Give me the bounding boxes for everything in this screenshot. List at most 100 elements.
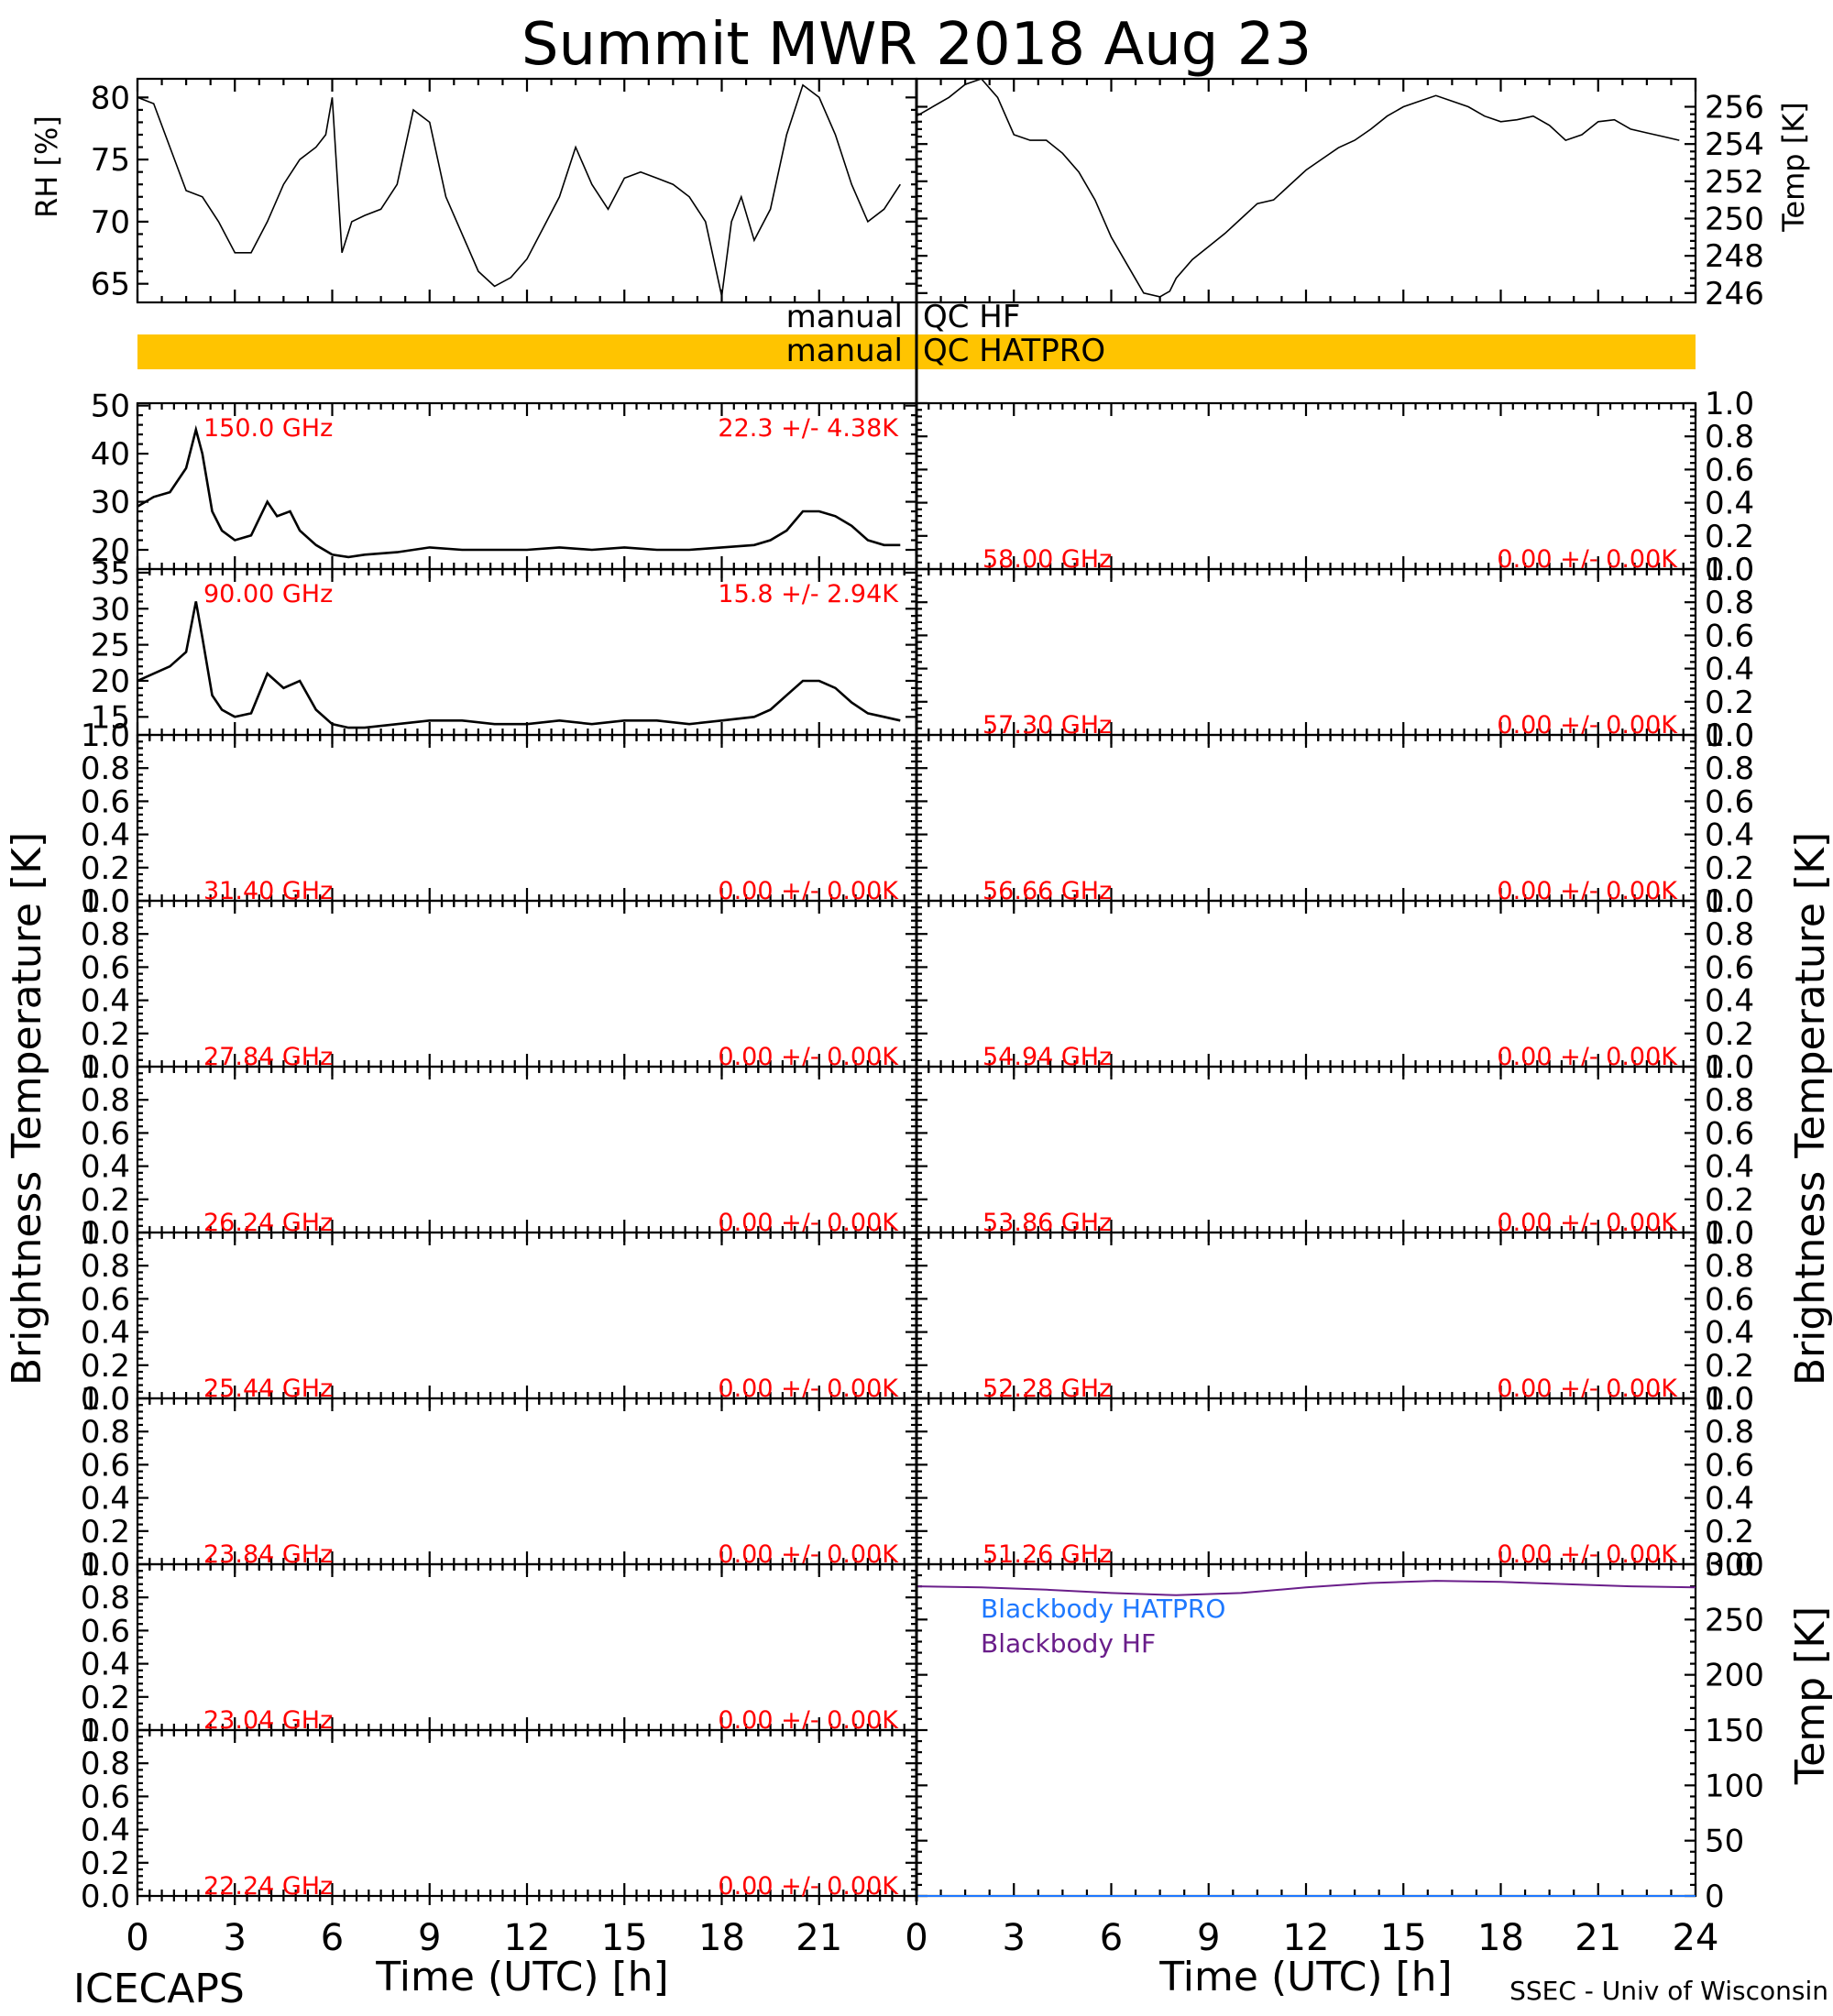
y-tick-label: 0.6 [81,1447,130,1484]
y-tick-label: 0.8 [81,916,130,953]
y-tick-label: 250 [1705,1602,1764,1638]
y-tick-label: 0.2 [81,1680,130,1716]
y-tick-label: 0.2 [81,1182,130,1219]
y-tick-label: 0.2 [1705,1182,1754,1219]
y-tick-label: 0.8 [81,751,130,787]
y-tick-label: 1.0 [1705,1215,1754,1252]
x-tick-label: 9 [1197,1917,1220,1959]
y-tick-label: 0.4 [1705,1315,1754,1352]
y-tick-label: 0.8 [1705,1414,1754,1451]
panel-t22: 0.00.20.40.60.81.022.24 GHz 0.00 +/- 0.00… [81,1713,918,1915]
y-tick-label: 0.0 [1705,1381,1754,1418]
y-tick-label: 80 [91,80,130,116]
y-tick-label: 0.4 [1705,1481,1754,1517]
y-tick-label: 0.0 [1705,1547,1754,1583]
y-tick-label: 0.4 [1705,817,1754,854]
time-axis-label-left: Time (UTC) [h] [375,1954,668,2000]
panel-frame [915,77,1697,304]
panel-frame [136,899,918,1068]
series-line-1 [916,1580,1696,1596]
y-tick-label: 0.4 [1705,486,1754,522]
y-tick-label: 0.0 [1705,552,1754,588]
y-tick-label: 0.8 [1705,751,1754,787]
y-tick-label: 246 [1705,276,1764,312]
panel-frame [136,1728,918,1898]
y-tick-label: 0.2 [81,1514,130,1550]
qc-hf-right-label: QC HF [923,299,1020,335]
chart-title: Summit MWR 2018 Aug 23 [521,11,1312,79]
stat-label: 15.8 +/- 2.94K [718,580,899,608]
y-tick-label: 0.2 [1705,685,1754,721]
x-tick-label: 12 [504,1917,551,1959]
panel-frame [136,77,918,304]
freq-label: 22.24 GHz [203,1872,333,1901]
panel-t57: 0.00.20.40.60.81.057.30 GHz 0.00 +/- 0.00… [915,552,1754,754]
y-tick-label: 0.0 [81,1879,130,1915]
y-tick-label: 252 [1705,164,1764,201]
y-tick-label: 1.0 [1705,1381,1754,1418]
y-tick-label: 1.0 [1705,552,1754,588]
panel-t23b: 0.00.20.40.60.81.023.04 GHz 0.00 +/- 0.00… [81,1547,918,1749]
y-tick-label: 0.0 [1705,883,1754,920]
x-tick-label: 15 [601,1917,648,1959]
y-tick-label: 20 [91,532,130,569]
tb-right-axis-label: Brightness Temperature [K] [1787,832,1833,1386]
panel-frame [136,1397,918,1566]
y-tick-label: 0.8 [1705,585,1754,621]
panel-t25: 0.00.20.40.60.81.025.44 GHz 0.00 +/- 0.00… [81,1215,918,1418]
x-tick-label: 9 [418,1917,441,1959]
footer-left: ICECAPS [73,1966,245,2012]
y-tick-label: 0.8 [81,1082,130,1119]
x-tick-label: 21 [1575,1917,1621,1959]
panel-frame [136,1562,918,1732]
y-tick-label: 0.6 [81,783,130,820]
panel-t54: 0.00.20.40.60.81.054.94 GHz 0.00 +/- 0.00… [915,883,1754,1086]
y-tick-label: 1.0 [81,1713,130,1749]
y-tick-label: 150 [1705,1713,1764,1749]
y-tick-label: 25 [91,628,130,664]
y-tick-label: 0.4 [81,1481,130,1517]
panel-t58: 0.00.20.40.60.81.058.00 GHz 0.00 +/- 0.00… [915,386,1754,588]
y-tick-label: 0.0 [81,1713,130,1749]
y-tick-label: 0.0 [1705,718,1754,754]
rh-axis-label: RH [%] [29,115,64,218]
panel-t51: 0.00.20.40.60.81.051.26 GHz 0.00 +/- 0.00… [915,1381,1754,1583]
panel-frame [915,1397,1697,1566]
y-tick-label: 0.4 [81,1813,130,1849]
series-line [916,78,1680,298]
qc-hf-left-label: manual [786,299,903,335]
y-tick-label: 1.0 [81,1547,130,1583]
x-tick-label: 24 [1673,1917,1719,1959]
stat-label: 22.3 +/- 4.38K [718,414,899,443]
y-tick-label: 0.8 [81,1580,130,1616]
y-tick-label: 0.6 [81,1779,130,1815]
y-tick-label: 0.8 [1705,419,1754,455]
y-tick-label: 250 [1705,202,1764,238]
panel-t52: 0.00.20.40.60.81.052.28 GHz 0.00 +/- 0.00… [915,1215,1754,1418]
y-tick-label: 0.4 [81,817,130,854]
y-tick-label: 0.4 [1705,1149,1754,1186]
y-tick-label: 1.0 [1705,386,1754,422]
y-tick-label: 248 [1705,238,1764,275]
qc-section: manual QC HF manual QC HATPRO [137,299,1696,369]
y-tick-label: 0.4 [81,1647,130,1683]
panel-t27: 0.00.20.40.60.81.027.84 GHz 0.00 +/- 0.00… [81,883,918,1086]
y-tick-label: 0.2 [1705,850,1754,887]
series-line [137,83,901,297]
y-tick-label: 0.6 [1705,618,1754,654]
y-tick-label: 200 [1705,1658,1764,1694]
freq-label: 90.00 GHz [203,580,333,608]
panel-t23a: 0.00.20.40.60.81.023.84 GHz 0.00 +/- 0.00… [81,1381,918,1583]
panel-frame [136,733,918,903]
y-tick-label: 50 [1705,1824,1744,1860]
y-tick-label: 70 [91,204,130,241]
y-tick-label: 0.0 [81,1381,130,1418]
y-tick-label: 0.8 [1705,916,1754,953]
y-tick-label: 0.6 [1705,1447,1754,1484]
y-tick-label: 0.0 [81,1547,130,1583]
x-tick-label: 15 [1380,1917,1427,1959]
y-tick-label: 20 [91,663,130,700]
x-tick-label: 6 [1100,1917,1123,1959]
y-tick-label: 0.0 [81,1215,130,1252]
